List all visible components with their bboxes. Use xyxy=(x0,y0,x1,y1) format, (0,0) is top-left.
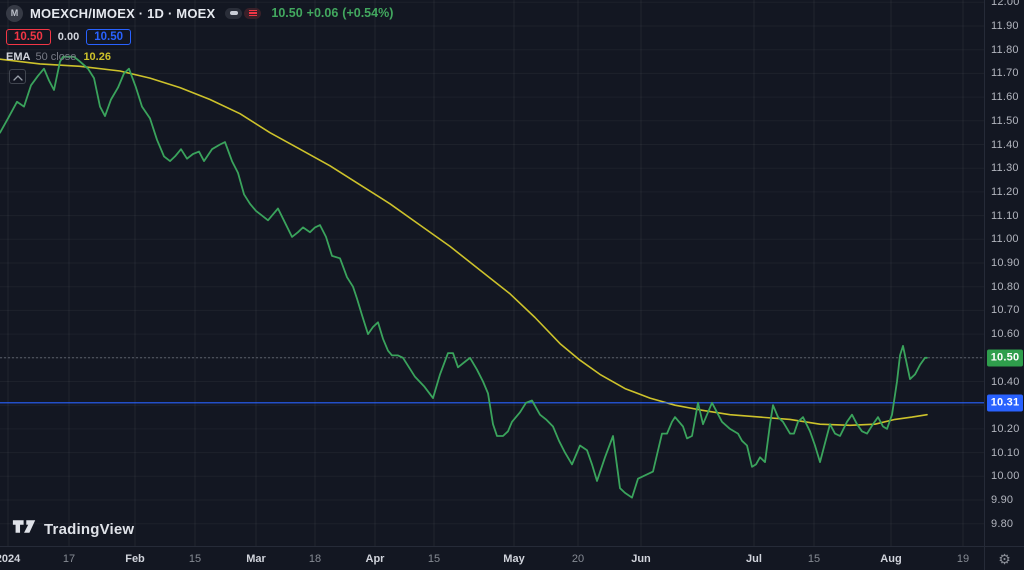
price-tick-label: 12.00 xyxy=(991,0,1020,9)
tradingview-logo[interactable]: TradingView xyxy=(12,519,134,539)
minus-icon[interactable] xyxy=(225,7,243,19)
tradingview-wordmark: TradingView xyxy=(44,520,135,538)
price-tick-label: 9.80 xyxy=(991,517,1014,530)
time-tick-label: May xyxy=(503,553,525,565)
price-change-value: +0.06 xyxy=(306,6,339,20)
time-tick-label: Jun xyxy=(631,553,651,565)
price-series-line xyxy=(0,55,928,499)
last-price-value: 10.50 xyxy=(271,6,303,20)
price-tick-label: 11.40 xyxy=(991,138,1019,151)
ema-50-line xyxy=(0,58,928,427)
blue-level-badge[interactable]: 10.31 xyxy=(987,394,1023,412)
price-tick-label: 11.50 xyxy=(991,114,1019,127)
tradingview-logo-icon xyxy=(12,519,37,539)
price-tick-label: 10.80 xyxy=(991,280,1020,293)
price-axis[interactable]: 12.00 11.90 11.80 11.70 11.60 11.50 11.40 11.30… xyxy=(984,0,1024,546)
chart-header: M MOEXCH/IMOEX · 1D · MOEX 10.50 +0.06 (+0… xyxy=(6,4,397,84)
indicator-name: EMA xyxy=(6,51,31,63)
price-tick-label: 11.10 xyxy=(991,209,1019,222)
time-axis[interactable]: 2024 17 Feb 15 Mar 18 Apr 15 May 20 Jun Jul 15 Aug 19 xyxy=(0,546,984,570)
chevron-up-icon xyxy=(12,68,23,86)
time-tick-label: 17 xyxy=(62,553,76,565)
price-tick-label: 11.70 xyxy=(991,67,1019,80)
price-tick-label: 11.80 xyxy=(991,43,1019,56)
last-price-badge[interactable]: 10.50 xyxy=(987,349,1023,367)
time-tick-label: Apr xyxy=(365,553,385,565)
time-tick-label: 15 xyxy=(807,553,821,565)
indicator-value: 10.26 xyxy=(83,51,111,63)
price-tick-label: 11.00 xyxy=(991,233,1019,246)
time-tick-label: Jul xyxy=(746,553,762,565)
price-tick-label: 10.20 xyxy=(991,422,1020,435)
price-tick-label: 10.60 xyxy=(991,328,1020,341)
indicator-legend[interactable]: EMA 50 close 10.26 xyxy=(6,50,397,64)
symbol-logo[interactable]: M xyxy=(6,4,23,22)
time-tick-label: 19 xyxy=(956,553,970,565)
symbol-title[interactable]: MOEXCH/IMOEX · 1D · MOEX xyxy=(30,5,216,21)
collapse-legend-button[interactable] xyxy=(9,69,26,84)
settings-gear-icon[interactable]: ⚙ xyxy=(998,550,1011,567)
price-tick-label: 10.90 xyxy=(991,257,1020,269)
chart-canvas[interactable] xyxy=(0,0,984,546)
sell-price-button[interactable]: 10.50 xyxy=(6,28,51,45)
price-tick-label: 9.90 xyxy=(991,494,1014,506)
price-tick-label: 10.70 xyxy=(991,304,1020,317)
time-tick-label: 15 xyxy=(188,553,202,565)
indicator-params: 50 close xyxy=(35,51,77,63)
red-menu-icon[interactable] xyxy=(244,7,262,19)
price-tick-label: 10.00 xyxy=(991,470,1020,483)
buy-price-button[interactable]: 10.50 xyxy=(86,28,131,45)
time-tick-label: Mar xyxy=(246,553,266,565)
price-change-percent: (+0.54%) xyxy=(342,6,394,20)
price-tick-label: 11.60 xyxy=(991,91,1019,104)
time-tick-label: 2024 xyxy=(0,553,21,565)
quote-change: 10.50 +0.06 (+0.54%) xyxy=(271,6,397,20)
price-tick-label: 11.20 xyxy=(991,185,1019,198)
axis-corner: ⚙ xyxy=(984,546,1024,570)
price-tick-label: 11.90 xyxy=(991,20,1019,32)
spread-value: 0.00 xyxy=(57,30,80,43)
symbol-quick-actions xyxy=(225,7,262,19)
price-tick-label: 10.40 xyxy=(991,375,1020,388)
price-tick-label: 11.30 xyxy=(991,162,1019,175)
time-tick-label: 20 xyxy=(571,553,585,565)
time-tick-label: 18 xyxy=(308,553,322,565)
time-tick-label: 15 xyxy=(427,553,441,565)
price-tick-label: 10.10 xyxy=(991,446,1020,459)
time-tick-label: Feb xyxy=(125,553,145,565)
time-tick-label: Aug xyxy=(880,553,902,565)
